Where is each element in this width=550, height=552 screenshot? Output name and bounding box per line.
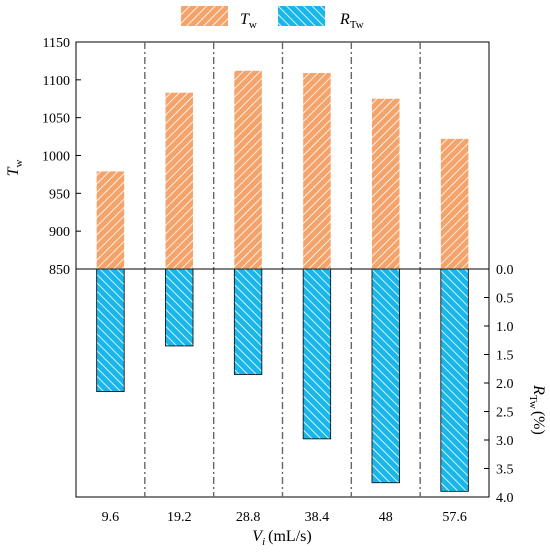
y-left-tick-label: 1100 <box>43 74 70 89</box>
x-tick-label: 38.4 <box>305 510 330 525</box>
x-tick-label: 19.2 <box>167 510 192 525</box>
y-left-tick-label: 900 <box>49 225 70 240</box>
y-left-tick-label: 950 <box>49 187 70 202</box>
y-right-tick-label: 3.0 <box>496 434 514 449</box>
legend-label-tw: Tw <box>240 11 257 31</box>
x-axis: 9.6 19.2 28.8 38.4 48 57.6 <box>102 510 467 525</box>
bar-rtw <box>302 268 332 440</box>
y-right-tick-label: 0.5 <box>496 292 514 307</box>
legend-swatch-tw <box>181 6 228 26</box>
y-right-tick-label: 3.5 <box>496 463 514 478</box>
bars <box>96 70 469 492</box>
x-tick-label: 48 <box>379 510 393 525</box>
y-right-tick-label: 1.0 <box>496 320 514 335</box>
right-axis: 0.0 0.5 1.0 1.5 2.0 2.5 3.0 3.5 4.0 <box>484 263 514 506</box>
bar-tw <box>440 138 469 269</box>
legend-swatch-rtw <box>278 6 325 26</box>
y-left-tick-label: 850 <box>49 263 70 278</box>
bar-tw <box>371 98 400 269</box>
x-tick-label: 9.6 <box>102 510 120 525</box>
bar-rtw <box>165 268 194 347</box>
legend-label-rtw: RTw <box>339 11 364 31</box>
y-right-tick-label: 4.0 <box>496 491 514 506</box>
y-left-title: Tw <box>5 160 25 177</box>
bar-tw <box>165 92 194 270</box>
bar-rtw <box>440 268 469 492</box>
bar-tw <box>234 70 262 270</box>
bar-rtw <box>371 268 400 484</box>
x-tick-label: 28.8 <box>236 510 261 525</box>
y-left-tick-label: 1050 <box>42 112 70 127</box>
bar-tw <box>96 171 125 269</box>
bar-tw <box>303 73 331 269</box>
y-left-tick-label: 1000 <box>42 150 70 165</box>
left-axis: 850 900 950 1000 1050 1100 1150 <box>42 36 81 278</box>
bar-rtw <box>96 268 125 392</box>
legend: Tw RTw <box>181 6 364 31</box>
x-tick-label: 57.6 <box>442 510 467 525</box>
y-right-tick-label: 0.0 <box>496 263 514 278</box>
plot-area: 850 900 950 1000 1050 1100 1150 0.0 0.5 1.0 1.5 2.… <box>42 36 514 525</box>
y-right-title: RTw(%) <box>527 384 547 435</box>
bar-rtw <box>233 268 263 375</box>
y-left-tick-label: 1150 <box>43 36 70 51</box>
y-right-tick-label: 2.5 <box>496 406 514 421</box>
y-right-tick-label: 1.5 <box>496 349 514 364</box>
y-right-tick-label: 2.0 <box>496 377 514 392</box>
x-title: Vi (mL/s) <box>252 528 311 548</box>
